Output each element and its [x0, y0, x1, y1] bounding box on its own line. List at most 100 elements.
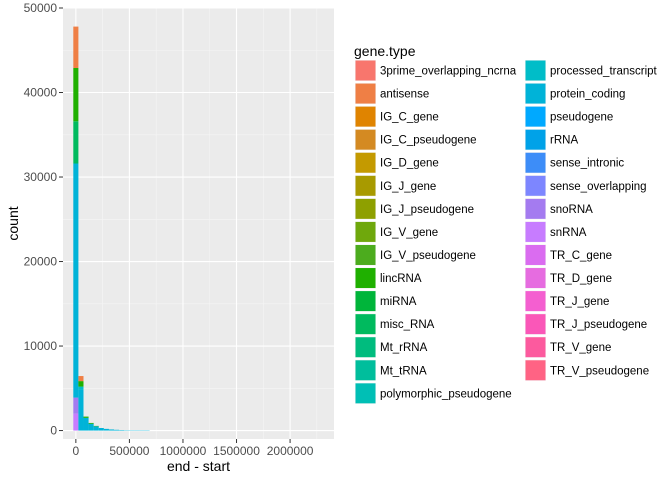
y-tick-label: 0	[50, 424, 57, 438]
histogram-bar-segment	[73, 163, 79, 398]
legend-item: protein_coding	[525, 83, 625, 105]
legend-label: Mt_tRNA	[380, 365, 427, 377]
y-axis-title: count	[5, 206, 21, 240]
legend-label: miRNA	[380, 296, 417, 308]
legend-item: antisense	[355, 83, 429, 105]
legend-key-swatch	[355, 383, 376, 404]
legend-label: IG_C_pseudogene	[380, 135, 477, 147]
legend-label: TR_V_gene	[550, 342, 611, 354]
legend-key-swatch	[355, 268, 376, 289]
legend-item: Mt_tRNA	[355, 359, 427, 381]
legend-item: processed_transcript	[525, 60, 658, 81]
legend-item: pseudogene	[525, 106, 613, 128]
x-tick-label: 2000000	[267, 444, 314, 458]
histogram-bar-segment	[83, 417, 89, 431]
histogram-bar-segment	[119, 430, 125, 431]
histogram-bar-segment	[78, 386, 84, 390]
histogram-bar-segment	[108, 429, 115, 431]
y-tick-label: 10000	[24, 339, 58, 353]
legend-key-swatch	[525, 175, 546, 196]
y-tick-label: 30000	[24, 170, 58, 184]
histogram-bar-segment	[103, 428, 109, 431]
legend-item: sense_intronic	[525, 152, 624, 174]
legend-item: IG_J_gene	[355, 175, 436, 197]
legend-label: misc_RNA	[380, 319, 435, 331]
legend-item: misc_RNA	[355, 313, 435, 335]
legend-item: sense_overlapping	[525, 175, 647, 197]
legend-label: TR_J_gene	[550, 296, 609, 308]
legend-key-swatch	[355, 360, 376, 381]
legend-label: polymorphic_pseudogene	[380, 388, 512, 400]
y-axis: 0 10000 20000 30000 40000 50000	[24, 1, 63, 438]
legend-key-swatch	[355, 337, 376, 358]
histogram-bar-segment	[83, 416, 89, 418]
legend-item: rRNA	[525, 129, 578, 151]
legend-key-swatch	[525, 291, 546, 312]
histogram-bar-segment	[114, 429, 120, 431]
histogram-bar-segment	[73, 413, 79, 431]
legend-key-swatch	[525, 106, 546, 127]
histogram-bars	[73, 26, 150, 431]
legend-key-swatch	[525, 198, 546, 219]
grid-minor	[63, 8, 334, 439]
legend-item: TR_D_gene	[525, 267, 612, 289]
legend-item: TR_C_gene	[525, 244, 612, 266]
legend-label: snoRNA	[550, 204, 593, 216]
legend-item: IG_V_gene	[355, 221, 438, 243]
legend-key-swatch	[525, 221, 546, 242]
legend-item: TR_V_gene	[525, 336, 611, 358]
legend-label: IG_J_gene	[380, 181, 436, 193]
histogram-bar-segment	[73, 397, 79, 414]
legend-label: sense_intronic	[550, 158, 624, 170]
legend-item: 3prime_overlapping_ncrna	[355, 60, 517, 81]
legend-label: protein_coding	[550, 89, 625, 101]
legend-label: processed_transcript	[550, 66, 658, 78]
legend-key-swatch	[525, 60, 546, 81]
legend-key-swatch	[355, 221, 376, 242]
histogram-bar-segment	[73, 68, 79, 122]
y-tick-label: 50000	[24, 1, 58, 15]
legend-item: TR_V_pseudogene	[525, 359, 649, 381]
legend-item: IG_C_pseudogene	[355, 129, 477, 151]
legend-item: miRNA	[355, 290, 417, 312]
legend-key-swatch	[355, 198, 376, 219]
legend-label: TR_D_gene	[550, 273, 612, 285]
legend-label: TR_V_pseudogene	[550, 365, 649, 377]
histogram-bar-segment	[78, 389, 84, 431]
legend-item: Mt_rRNA	[355, 336, 428, 358]
legend-item: snRNA	[525, 221, 587, 243]
legend-item: IG_D_gene	[355, 152, 439, 174]
legend-item: TR_J_gene	[525, 290, 609, 312]
legend-label: IG_D_gene	[380, 158, 439, 170]
histogram-bar-segment	[78, 381, 84, 387]
legend-key-swatch	[355, 175, 376, 196]
legend-label: lincRNA	[380, 273, 422, 285]
legend-key-swatch	[525, 337, 546, 358]
legend-label: Mt_rRNA	[380, 342, 428, 354]
legend-key-swatch	[355, 244, 376, 265]
legend-item: polymorphic_pseudogene	[355, 382, 512, 404]
legend-label: TR_C_gene	[550, 250, 612, 262]
legend-key-swatch	[355, 152, 376, 173]
legend-item: snoRNA	[525, 198, 593, 220]
legend-item: IG_J_pseudogene	[355, 198, 474, 220]
legend: 3prime_overlapping_ncrna antisense IG_C_ge…	[355, 60, 658, 404]
histogram-bar-segment	[88, 422, 94, 424]
legend-item: IG_V_pseudogene	[355, 244, 476, 266]
x-tick-label: 1500000	[213, 444, 260, 458]
histogram-bar-segment	[73, 26, 79, 69]
legend-key-swatch	[525, 83, 546, 104]
legend-key-swatch	[355, 291, 376, 312]
legend-item: IG_C_gene	[355, 106, 439, 128]
legend-label: IG_V_gene	[380, 227, 438, 239]
x-axis-title: end - start	[167, 458, 230, 474]
histogram-bar-segment	[88, 423, 94, 431]
legend-label: antisense	[380, 89, 429, 101]
legend-key-swatch	[525, 129, 546, 150]
y-tick-label: 20000	[24, 255, 58, 269]
legend-key-swatch	[525, 268, 546, 289]
histogram-bar-segment	[93, 426, 99, 431]
legend-key-swatch	[355, 83, 376, 104]
legend-label: snRNA	[550, 227, 587, 239]
legend-item: lincRNA	[355, 267, 422, 289]
